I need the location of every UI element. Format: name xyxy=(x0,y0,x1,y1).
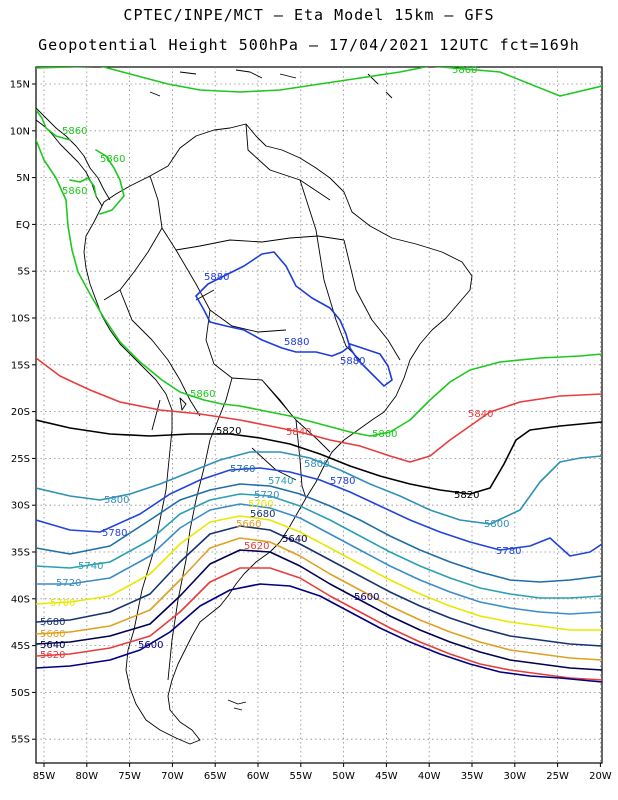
contour-5800 xyxy=(36,451,602,525)
lat-tick-label: 50S xyxy=(11,688,30,699)
lat-tick-label: EQ xyxy=(16,220,30,231)
lon-tick-label: 45W xyxy=(375,771,398,782)
contour-label: 5680 xyxy=(40,617,65,628)
lon-tick-label: 80W xyxy=(75,771,98,782)
falkland-islands xyxy=(227,699,247,711)
contour-5740 xyxy=(36,493,602,599)
lat-tick-label: 35S xyxy=(11,548,30,559)
lon-tick-label: 75W xyxy=(118,771,141,782)
contour-label: 5880 xyxy=(340,356,365,367)
contour-label: 5640 xyxy=(40,640,65,651)
contour-label: 5640 xyxy=(282,534,307,545)
contour-5600 xyxy=(36,583,602,683)
map-frame xyxy=(35,66,603,764)
contour-label: 5860 xyxy=(100,154,125,165)
contour-5880-west xyxy=(195,251,393,387)
lon-tick-label: 35W xyxy=(461,771,484,782)
lat-tick-label: 25S xyxy=(11,454,30,465)
contour-5760 xyxy=(36,483,602,583)
lat-tick-label: 15N xyxy=(10,80,30,91)
contour-label: 5800 xyxy=(484,519,509,530)
contour-label: 5820 xyxy=(216,426,241,437)
contour-label: 5600 xyxy=(354,592,379,603)
contour-5840 xyxy=(36,357,602,463)
contour-5700 xyxy=(36,515,602,631)
contour-5780 xyxy=(36,467,602,557)
contour-label: 5860 xyxy=(452,65,477,76)
contour-label: 5860 xyxy=(62,186,87,197)
contour-5680 xyxy=(36,525,602,647)
contour-label: 5820 xyxy=(454,490,479,501)
lat-tick-label: 15S xyxy=(11,360,30,371)
lat-tick-label: 10S xyxy=(11,314,30,325)
contour-label: 5800 xyxy=(304,459,329,470)
lon-tick-label: 20W xyxy=(589,771,612,782)
contour-5860-north xyxy=(36,67,602,97)
lat-tick-label: 55S xyxy=(11,735,30,746)
caribbean-islands xyxy=(149,69,393,99)
contour-label: 5780 xyxy=(102,528,127,539)
contour-5860-main xyxy=(36,139,602,437)
contour-label: 5880 xyxy=(284,337,309,348)
lat-tick-label: 5S xyxy=(17,267,30,278)
lon-tick-label: 55W xyxy=(289,771,312,782)
contour-label: 5620 xyxy=(244,541,269,552)
contour-label: 5700 xyxy=(50,598,75,609)
lat-tick-label: 40S xyxy=(11,594,30,605)
lon-tick-label: 70W xyxy=(161,771,184,782)
contour-label: 5860 xyxy=(62,126,87,137)
contour-label: 5700 xyxy=(248,499,273,510)
contour-label: 5720 xyxy=(254,490,279,501)
contour-label: 5840 xyxy=(286,427,311,438)
lon-tick-label: 30W xyxy=(503,771,526,782)
chart-title-line1: CPTEC/INPE/MCT – Eta Model 15km – GFS xyxy=(123,6,495,24)
lon-tick-label: 50W xyxy=(332,771,355,782)
lon-tick-label: 60W xyxy=(247,771,270,782)
contour-label: 5780 xyxy=(496,546,521,557)
contour-label: 5660 xyxy=(40,629,65,640)
lake-titicaca xyxy=(179,397,187,411)
contour-labels: 5860 5860 5860 5860 5860 5860 5880 5880 … xyxy=(40,65,521,661)
chart-title-line2: Geopotential Height 500hPa – 17/04/2021 … xyxy=(38,36,580,54)
contour-label: 5600 xyxy=(138,640,163,651)
lon-tick-label: 85W xyxy=(33,771,56,782)
contour-label: 5840 xyxy=(468,409,493,420)
contour-label: 5740 xyxy=(78,561,103,572)
contour-5720 xyxy=(36,503,602,615)
contour-label: 5620 xyxy=(40,650,65,661)
lon-tick-label: 65W xyxy=(204,771,227,782)
axis-ticks: 15N 10N 5N EQ 5S 10S 15S 20S 25S 30S 35S 40S 45S 50S 5… xyxy=(10,80,612,783)
lon-tick-label: 40W xyxy=(418,771,441,782)
contour-label: 5860 xyxy=(372,429,397,440)
lat-tick-label: 45S xyxy=(11,641,30,652)
contour-5820 xyxy=(36,419,602,495)
lat-tick-label: 5N xyxy=(16,173,30,184)
lat-tick-label: 30S xyxy=(11,501,30,512)
contour-5620 xyxy=(36,567,602,681)
contour-lines xyxy=(36,67,602,683)
contour-5660 xyxy=(36,537,602,661)
contour-5640 xyxy=(36,549,602,671)
lat-tick-label: 10N xyxy=(10,126,30,137)
contour-label: 5680 xyxy=(250,509,275,520)
contour-5860-central-america xyxy=(36,109,125,215)
contour-label: 5800 xyxy=(104,495,129,506)
contour-label: 5760 xyxy=(230,464,255,475)
contour-label: 5740 xyxy=(268,476,293,487)
lat-tick-label: 20S xyxy=(11,407,30,418)
contour-label: 5660 xyxy=(236,519,261,530)
contour-label: 5860 xyxy=(190,389,215,400)
contour-label: 5720 xyxy=(56,578,81,589)
contour-label: 5880 xyxy=(204,272,229,283)
lon-tick-label: 25W xyxy=(546,771,569,782)
contour-label: 5780 xyxy=(330,476,355,487)
